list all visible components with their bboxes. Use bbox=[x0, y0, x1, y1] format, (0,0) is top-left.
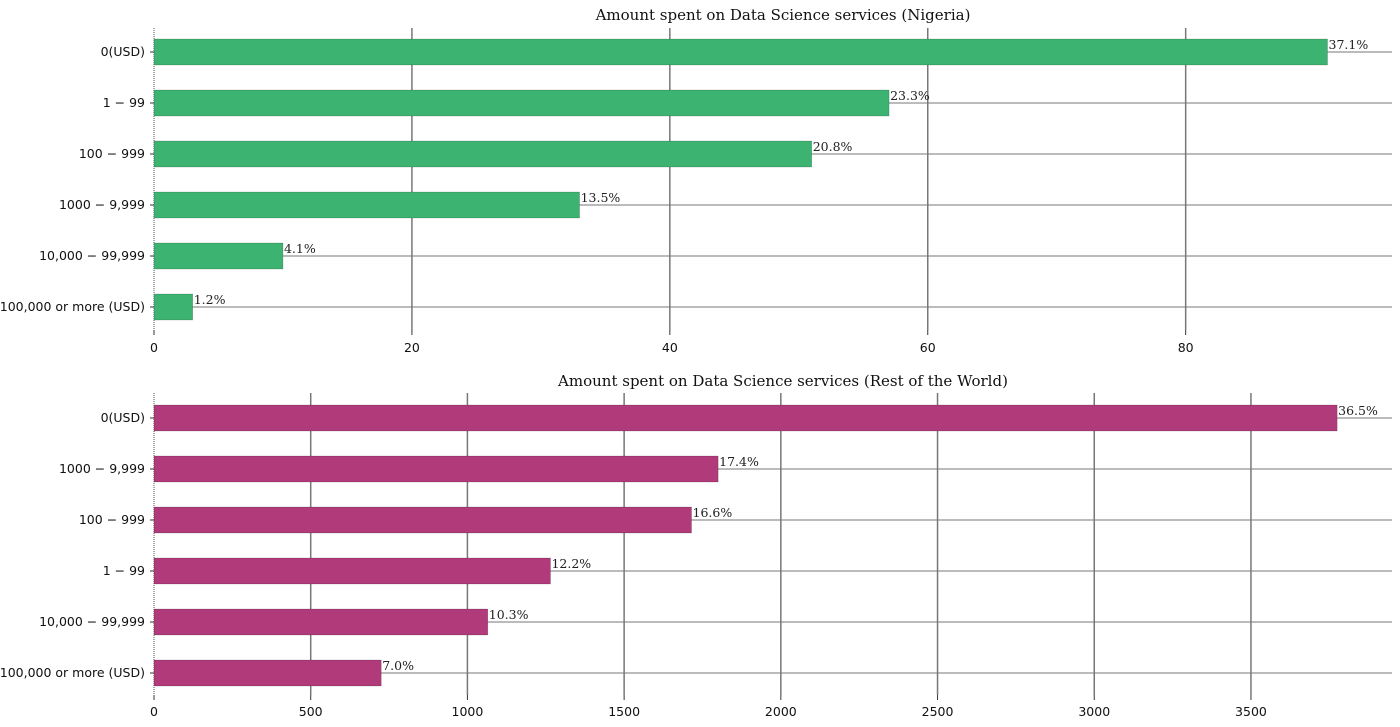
y-tick-label: 100 − 999 bbox=[79, 146, 145, 161]
x-tick-label: 1000 bbox=[452, 704, 484, 719]
x-tick-label: 60 bbox=[920, 340, 936, 355]
bar-percent-label: 10.3% bbox=[489, 607, 529, 622]
x-tick-label: 20 bbox=[404, 340, 420, 355]
bar-percent-label: 37.1% bbox=[1329, 37, 1369, 52]
bar-percent-label: 1.2% bbox=[194, 292, 226, 307]
y-tick-label: 0(USD) bbox=[101, 410, 145, 425]
bar-percent-label: 16.6% bbox=[693, 505, 733, 520]
bar bbox=[153, 293, 193, 321]
y-tick-label: 1000 − 9,999 bbox=[59, 461, 145, 476]
bar-percent-label: 12.2% bbox=[551, 556, 591, 571]
bar bbox=[153, 191, 580, 219]
y-tick-label: 10,000 − 99,999 bbox=[39, 248, 145, 263]
y-tick-label: 100 − 999 bbox=[79, 512, 145, 527]
chart-title: Amount spent on Data Science services (R… bbox=[557, 372, 1008, 390]
y-tick-label: 1 − 99 bbox=[103, 563, 145, 578]
chart-panel-2: Amount spent on Data Science services (R… bbox=[0, 372, 1392, 719]
bar bbox=[153, 242, 284, 270]
x-tick-label: 1500 bbox=[608, 704, 640, 719]
x-tick-label: 40 bbox=[662, 340, 678, 355]
bar-percent-label: 7.0% bbox=[382, 658, 414, 673]
bar bbox=[153, 557, 551, 585]
chart-title: Amount spent on Data Science services (N… bbox=[595, 6, 971, 24]
y-tick-label: 1000 − 9,999 bbox=[59, 197, 145, 212]
x-tick-label: 0 bbox=[150, 704, 158, 719]
x-tick-label: 2500 bbox=[922, 704, 954, 719]
bar bbox=[153, 608, 489, 636]
y-tick-label: 0(USD) bbox=[101, 44, 145, 59]
y-tick-label: 100,000 or more (USD) bbox=[0, 665, 145, 680]
x-tick-label: 3000 bbox=[1078, 704, 1110, 719]
bar bbox=[153, 89, 890, 117]
x-tick-label: 0 bbox=[150, 340, 158, 355]
bar bbox=[153, 659, 382, 687]
x-tick-label: 2000 bbox=[765, 704, 797, 719]
bar-percent-label: 17.4% bbox=[719, 454, 759, 469]
y-tick-label: 1 − 99 bbox=[103, 95, 145, 110]
bar bbox=[153, 455, 719, 483]
bar bbox=[153, 404, 1338, 432]
y-tick-label: 100,000 or more (USD) bbox=[0, 299, 145, 314]
bar-percent-label: 20.8% bbox=[813, 139, 853, 154]
bar bbox=[153, 38, 1328, 66]
y-tick-label: 10,000 − 99,999 bbox=[39, 614, 145, 629]
bar-percent-label: 23.3% bbox=[890, 88, 930, 103]
bar-percent-label: 36.5% bbox=[1338, 403, 1378, 418]
chart-panel-1: Amount spent on Data Science services (N… bbox=[0, 6, 1392, 355]
x-tick-label: 80 bbox=[1178, 340, 1194, 355]
bar-percent-label: 13.5% bbox=[581, 190, 621, 205]
x-tick-label: 3500 bbox=[1235, 704, 1267, 719]
bar bbox=[153, 506, 692, 534]
bar-percent-label: 4.1% bbox=[284, 241, 316, 256]
x-tick-label: 500 bbox=[299, 704, 323, 719]
bar bbox=[153, 140, 812, 168]
